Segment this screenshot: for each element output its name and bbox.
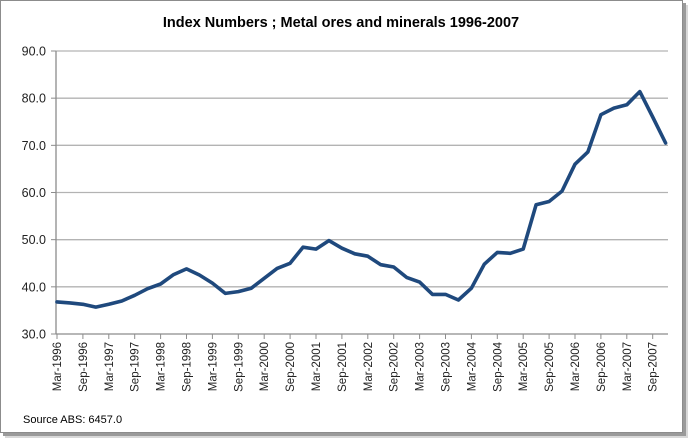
- source-note: Source ABS: 6457.0: [23, 414, 122, 426]
- x-tick-label: Sep-1999: [233, 342, 245, 392]
- y-tick-label: 50.0: [22, 233, 46, 247]
- x-tick-label: Mar-1996: [52, 342, 64, 391]
- y-tick-label: 60.0: [22, 186, 46, 200]
- x-tick-label: Sep-2001: [337, 342, 349, 392]
- x-tick-label: Mar-1999: [207, 342, 219, 391]
- x-axis: Mar-1996 Sep-1996 Mar-1997 Sep-1997 Mar-1998…: [52, 51, 668, 392]
- x-tick-label: Mar-1998: [156, 342, 168, 391]
- x-tick-label: Mar-2007: [622, 342, 634, 391]
- x-tick-label: Sep-2003: [441, 342, 453, 392]
- y-tick-label: 30.0: [22, 328, 46, 342]
- line-chart: Index Numbers ; Metal ores and minerals …: [22, 15, 668, 426]
- x-tick-label: Mar-2006: [570, 342, 582, 391]
- x-tick-label: Mar-2003: [415, 342, 427, 391]
- x-tick-label: Sep-2005: [544, 342, 556, 392]
- x-tick-label: Sep-2006: [596, 342, 608, 392]
- y-tick-label: 90.0: [22, 45, 46, 59]
- series-line: [55, 89, 668, 309]
- x-tick-label: Sep-2002: [389, 342, 401, 392]
- x-tick-label: Mar-2002: [363, 342, 375, 391]
- y-tick-label: 40.0: [22, 280, 46, 294]
- x-tick-label: Mar-2000: [259, 342, 271, 391]
- chart-title: Index Numbers ; Metal ores and minerals …: [163, 15, 519, 31]
- y-tick-label: 70.0: [22, 139, 46, 153]
- y-axis-ticks: 30.0 40.0 50.0 60.0 70.0 80.0 90.0: [22, 45, 56, 342]
- x-tick-label: Mar-2005: [518, 342, 530, 391]
- x-tick-label: Sep-2004: [492, 341, 504, 391]
- x-tick-label: Sep-1997: [130, 342, 142, 392]
- x-tick-label: Sep-2007: [648, 342, 660, 392]
- gridlines: [56, 50, 668, 288]
- x-tick-label: Sep-1996: [78, 342, 90, 392]
- x-tick-label: Mar-2001: [311, 342, 323, 391]
- x-tick-label: Sep-2000: [285, 342, 297, 392]
- series-group: [55, 89, 668, 309]
- x-tick-label: Mar-1997: [104, 342, 116, 391]
- x-tick-label: Mar-2004: [466, 341, 478, 391]
- y-tick-label: 80.0: [22, 92, 46, 106]
- x-tick-label: Sep-1998: [182, 342, 194, 392]
